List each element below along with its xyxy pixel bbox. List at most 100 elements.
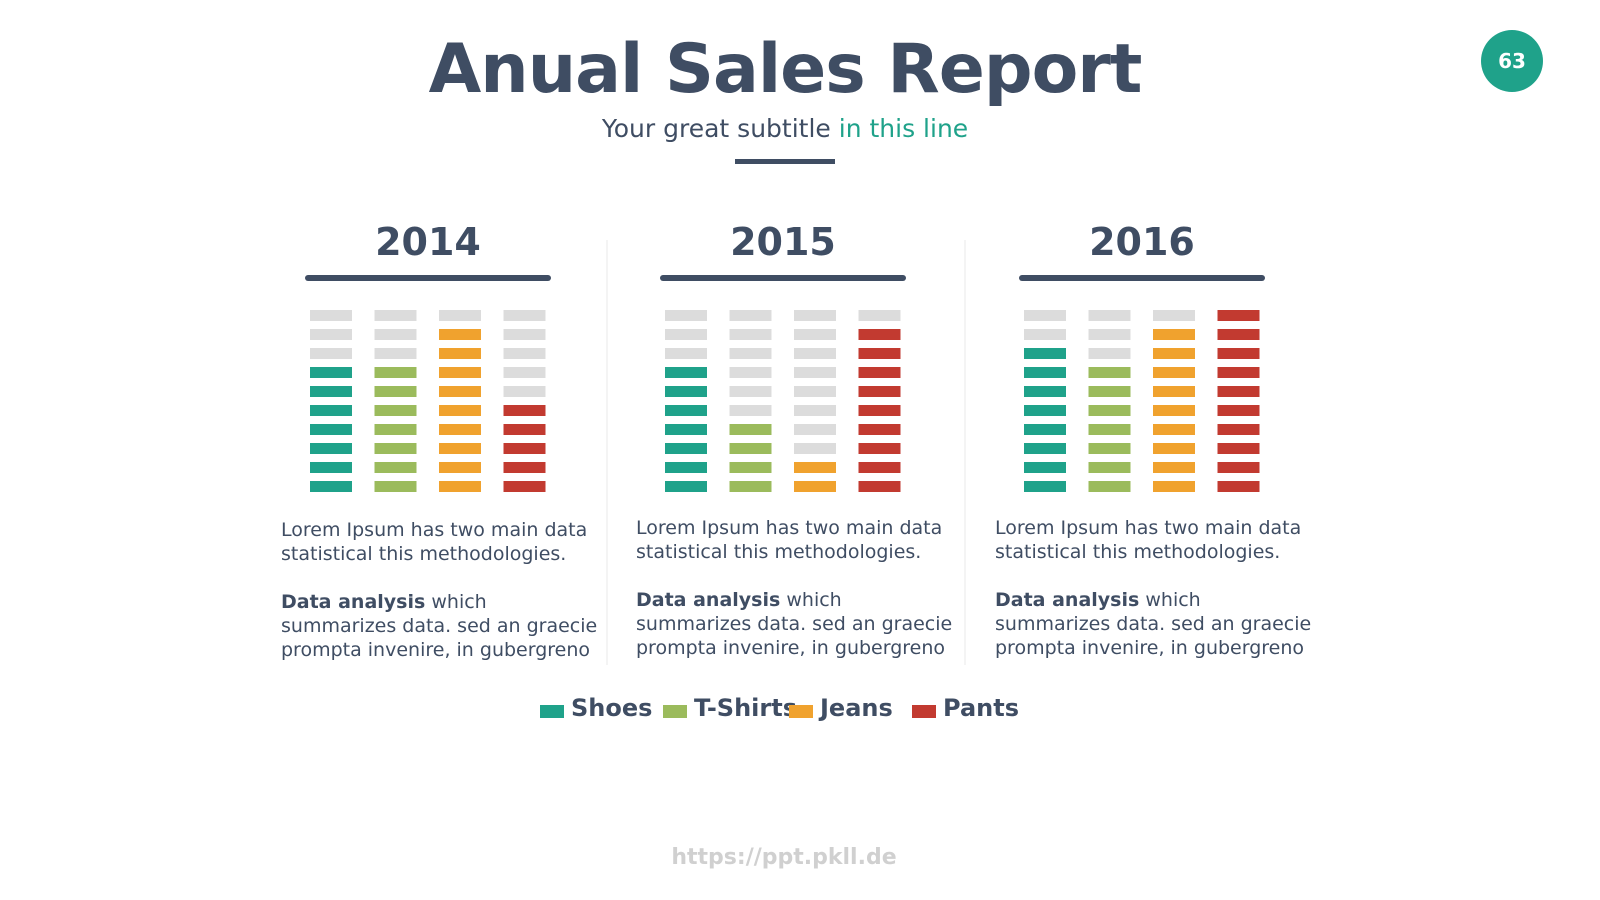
bar-segment bbox=[310, 462, 352, 473]
legend-swatch bbox=[663, 704, 687, 718]
bar-segment bbox=[1024, 443, 1066, 454]
title-rule bbox=[735, 159, 835, 164]
bar-segment bbox=[1217, 443, 1260, 454]
bar-segment bbox=[1153, 462, 1195, 473]
bar-segment bbox=[503, 424, 546, 435]
bar-segment bbox=[1217, 405, 1260, 416]
bar-segment bbox=[1024, 424, 1066, 435]
bar-segment bbox=[1088, 443, 1131, 454]
bar-segment bbox=[1217, 348, 1260, 359]
description-rest: which summarizes data. sed an graecie pr… bbox=[995, 589, 1312, 659]
description-bold: Data analysis bbox=[636, 589, 781, 611]
description: Lorem Ipsum has two main data statistica… bbox=[995, 516, 1315, 684]
description-detail: Data analysis which summarizes data. sed… bbox=[636, 588, 956, 660]
bar-segment bbox=[374, 462, 417, 473]
bar-segment bbox=[374, 386, 417, 397]
bar-segment bbox=[858, 481, 901, 492]
bar bbox=[439, 310, 481, 492]
bar-segment bbox=[374, 329, 417, 340]
bar-segment bbox=[310, 443, 352, 454]
bar-segment bbox=[503, 405, 546, 416]
bar-segment bbox=[729, 462, 772, 473]
bar-segment bbox=[794, 348, 836, 359]
legend-item: Shoes bbox=[540, 694, 652, 722]
bar-segment bbox=[1153, 443, 1195, 454]
bar-segment bbox=[439, 424, 481, 435]
bar-segment bbox=[503, 386, 546, 397]
bar-segment bbox=[310, 348, 352, 359]
legend-swatch bbox=[789, 704, 813, 718]
bar-segment bbox=[794, 462, 836, 473]
bar-segment bbox=[858, 424, 901, 435]
bar-segment bbox=[310, 329, 352, 340]
bar-segment bbox=[374, 348, 417, 359]
bar-segment bbox=[439, 329, 481, 340]
bar-segment bbox=[729, 405, 772, 416]
bar-segment bbox=[1024, 310, 1066, 321]
bar bbox=[310, 310, 352, 492]
description-bold: Data analysis bbox=[995, 589, 1140, 611]
chart-title: 2015 bbox=[730, 220, 836, 264]
bar-segment bbox=[503, 367, 546, 378]
bar-segment bbox=[1088, 462, 1131, 473]
bar-segment bbox=[794, 329, 836, 340]
bar-segment bbox=[439, 348, 481, 359]
bar bbox=[374, 310, 417, 492]
bar bbox=[1024, 310, 1066, 492]
bar-segment bbox=[1153, 481, 1195, 492]
bar-segment bbox=[1024, 367, 1066, 378]
description-detail: Data analysis which summarizes data. sed… bbox=[281, 590, 601, 662]
bar-segment bbox=[503, 443, 546, 454]
bar-segment bbox=[858, 367, 901, 378]
bar-segment bbox=[794, 310, 836, 321]
legend-label: T-Shirts bbox=[694, 694, 797, 722]
bar-segment bbox=[439, 481, 481, 492]
chart-title: 2014 bbox=[375, 220, 481, 264]
bar-segment bbox=[1088, 481, 1131, 492]
bar-segment bbox=[858, 405, 901, 416]
bar-segment bbox=[1088, 329, 1131, 340]
bar-segment bbox=[310, 405, 352, 416]
bar-segment bbox=[794, 443, 836, 454]
bar-segment bbox=[310, 481, 352, 492]
footer: https://ppt.pkll.de bbox=[671, 845, 897, 870]
bar-segment bbox=[665, 462, 707, 473]
bar-segment bbox=[1088, 367, 1131, 378]
bar-segment bbox=[1217, 386, 1260, 397]
bar-segment bbox=[1024, 329, 1066, 340]
bar bbox=[1153, 310, 1195, 492]
bar-segment bbox=[1217, 367, 1260, 378]
bar-segment bbox=[1024, 348, 1066, 359]
bar-segment bbox=[1217, 481, 1260, 492]
bar-segment bbox=[1088, 405, 1131, 416]
bar-segment bbox=[439, 386, 481, 397]
bar-segment bbox=[374, 367, 417, 378]
chart-title: 2016 bbox=[1089, 220, 1195, 264]
bar-segment bbox=[729, 310, 772, 321]
bar-segment bbox=[1088, 424, 1131, 435]
bar-segment bbox=[858, 386, 901, 397]
bar-segment bbox=[729, 329, 772, 340]
bar-segment bbox=[665, 424, 707, 435]
bar-segment bbox=[665, 367, 707, 378]
bar-segment bbox=[503, 462, 546, 473]
bar-segment bbox=[665, 481, 707, 492]
legend-label: Jeans bbox=[820, 694, 893, 722]
subtitle: Your great subtitle in this line bbox=[0, 114, 1570, 143]
bar-segment bbox=[374, 443, 417, 454]
bar-segment bbox=[1153, 348, 1195, 359]
bar-segment bbox=[374, 405, 417, 416]
bar-segment bbox=[858, 443, 901, 454]
bar-segment bbox=[665, 310, 707, 321]
bar bbox=[794, 310, 836, 492]
bar-segment bbox=[729, 386, 772, 397]
bar-segment bbox=[374, 481, 417, 492]
bar-segment bbox=[665, 386, 707, 397]
bar-segment bbox=[310, 367, 352, 378]
bar-segment bbox=[1024, 405, 1066, 416]
bar-segment bbox=[729, 443, 772, 454]
description-rest: which summarizes data. sed an graecie pr… bbox=[281, 591, 598, 661]
description-detail: Data analysis which summarizes data. sed… bbox=[995, 588, 1315, 660]
